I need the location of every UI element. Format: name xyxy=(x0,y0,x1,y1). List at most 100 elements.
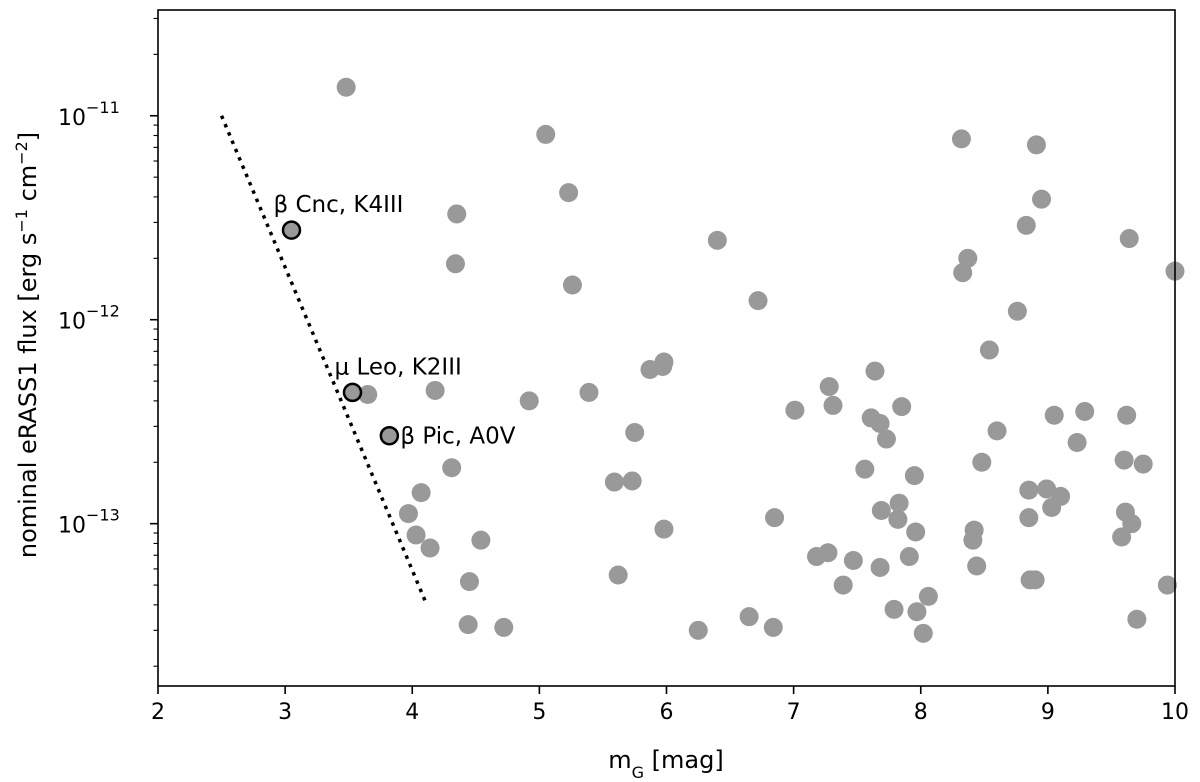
y-axis-ticks: 10−13 10−12 10−11 xyxy=(58,17,158,667)
data-point-85 xyxy=(1119,229,1139,249)
data-point-47 xyxy=(876,429,896,449)
data-point-39 xyxy=(833,575,853,595)
data-point-60 xyxy=(958,248,978,268)
data-point-36 xyxy=(818,543,838,563)
data-point-88 xyxy=(1133,454,1153,474)
mu-leo-point xyxy=(342,382,363,403)
x-tick-label: 5 xyxy=(532,700,546,725)
data-point-19 xyxy=(579,382,599,402)
data-point-11 xyxy=(459,572,479,592)
data-point-64 xyxy=(972,452,992,472)
x-tick-label: 6 xyxy=(660,700,674,725)
data-point-6 xyxy=(442,458,462,478)
data-point-79 xyxy=(1067,433,1087,453)
data-point-51 xyxy=(892,397,912,417)
data-points xyxy=(336,77,1185,643)
data-point-70 xyxy=(1019,508,1039,528)
data-point-10 xyxy=(420,538,440,558)
data-point-40 xyxy=(843,550,863,570)
x-tick-label: 4 xyxy=(405,700,419,725)
data-point-1 xyxy=(336,77,356,97)
data-point-15 xyxy=(519,391,539,411)
data-point-22 xyxy=(625,422,645,442)
data-point-89 xyxy=(1157,575,1177,595)
x-tick-label: 10 xyxy=(1161,700,1189,725)
data-point-44 xyxy=(870,413,890,433)
data-point-80 xyxy=(1075,401,1095,421)
data-point-86 xyxy=(1122,514,1142,534)
data-point-32 xyxy=(763,617,783,637)
data-point-31 xyxy=(748,291,768,311)
data-point-65 xyxy=(979,340,999,360)
data-point-54 xyxy=(906,522,926,542)
mu-leo-label: μ Leo, K2III xyxy=(335,354,462,380)
data-point-29 xyxy=(707,230,727,250)
beta-pic-label: β Pic, A0V xyxy=(400,424,515,450)
data-point-69 xyxy=(1019,480,1039,500)
plot-frame xyxy=(157,9,1176,687)
data-point-2 xyxy=(447,204,467,224)
x-axis-label: mG [mag] xyxy=(608,746,723,782)
data-point-5 xyxy=(425,380,445,400)
x-tick-label: 9 xyxy=(1041,700,1055,725)
data-point-67 xyxy=(1007,301,1027,321)
data-point-14 xyxy=(471,530,491,550)
data-point-41 xyxy=(855,459,875,479)
data-point-9 xyxy=(406,525,426,545)
data-point-49 xyxy=(888,509,908,529)
data-point-77 xyxy=(1044,405,1064,425)
data-point-17 xyxy=(559,183,579,203)
data-point-50 xyxy=(889,493,909,513)
data-point-46 xyxy=(871,501,891,521)
data-point-38 xyxy=(823,395,843,415)
data-point-66 xyxy=(987,421,1007,441)
data-point-4 xyxy=(358,384,378,404)
data-point-34 xyxy=(785,400,805,420)
data-point-12 xyxy=(458,615,478,635)
beta-cnc-point xyxy=(281,220,302,240)
data-point-56 xyxy=(913,623,933,643)
y-tick-label: 10−13 xyxy=(58,506,120,539)
data-point-75 xyxy=(1037,479,1057,499)
data-point-30 xyxy=(739,607,759,627)
data-point-48 xyxy=(884,599,904,619)
data-point-53 xyxy=(904,466,924,486)
data-point-57 xyxy=(918,586,938,606)
data-point-25 xyxy=(654,352,674,372)
data-point-43 xyxy=(865,361,885,381)
x-tick-label: 2 xyxy=(151,700,165,725)
data-point-72 xyxy=(1025,570,1045,590)
data-point-21 xyxy=(622,471,642,491)
data-point-20 xyxy=(604,472,624,492)
data-point-52 xyxy=(899,547,919,567)
data-point-87 xyxy=(1127,609,1147,629)
data-point-82 xyxy=(1114,450,1134,470)
data-point-8 xyxy=(398,504,418,524)
data-point-26 xyxy=(654,519,674,539)
data-point-68 xyxy=(1016,215,1036,235)
data-point-18 xyxy=(562,275,582,295)
data-point-74 xyxy=(1032,189,1052,209)
data-point-55 xyxy=(907,602,927,622)
data-point-7 xyxy=(411,483,431,503)
y-tick-label: 10−11 xyxy=(58,98,120,131)
data-point-3 xyxy=(445,254,465,274)
data-point-78 xyxy=(1051,486,1071,506)
data-point-33 xyxy=(765,508,785,528)
beta-pic-point xyxy=(379,425,400,446)
x-tick-label: 8 xyxy=(914,700,928,725)
data-point-28 xyxy=(688,620,708,640)
data-point-62 xyxy=(964,520,984,540)
y-axis-label: nominal eRASS1 flux [erg s−1 cm−2] xyxy=(12,132,43,558)
data-point-63 xyxy=(967,556,987,576)
data-point-27 xyxy=(608,565,628,585)
x-axis-ticks: 2 3 4 5 6 7 8 9 10 xyxy=(151,686,1189,725)
x-tick-label: 7 xyxy=(787,700,801,725)
data-point-16 xyxy=(536,124,556,144)
dotted-limit-line xyxy=(219,115,427,602)
data-point-13 xyxy=(494,617,514,637)
data-point-84 xyxy=(1117,405,1137,425)
data-point-59 xyxy=(953,263,973,283)
x-tick-label: 3 xyxy=(278,700,292,725)
